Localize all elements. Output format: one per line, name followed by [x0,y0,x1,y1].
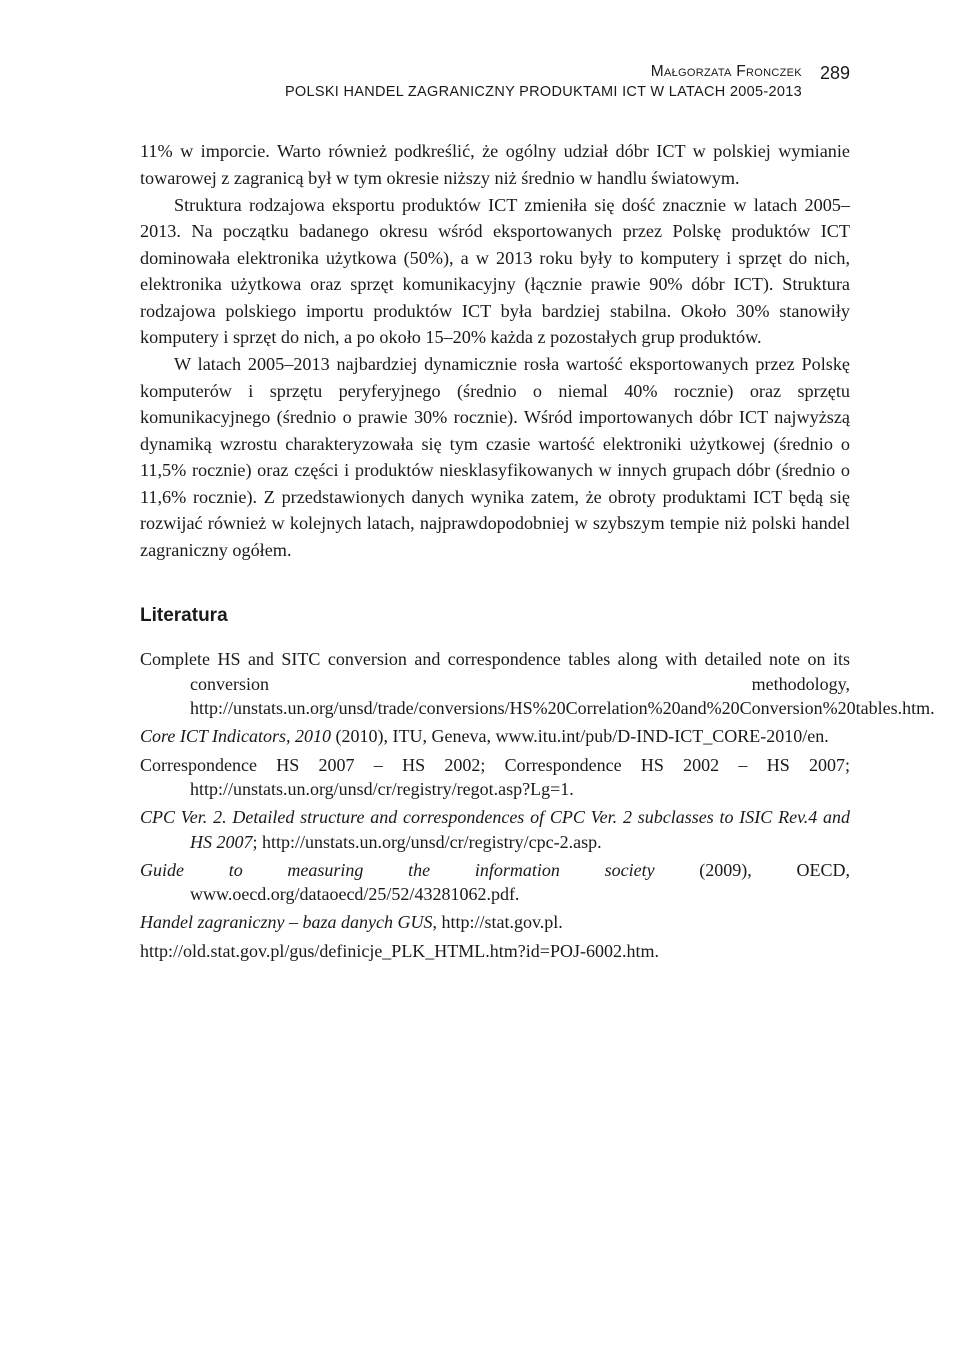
paragraph-1: 11% w imporcie. Warto również podkreślić… [140,138,850,191]
reference-title-italic: Guide to measuring the information socie… [140,860,655,880]
reference-item: Core ICT Indicators, 2010 (2010), ITU, G… [140,724,850,748]
reference-item: Guide to measuring the information socie… [140,858,850,907]
reference-tail: , http://stat.gov.pl. [432,912,562,932]
page: Małgorzata Fronczek Polski handel zagran… [0,0,960,1357]
reference-tail: (2010), ITU, Geneva, www.itu.int/pub/D-I… [331,726,829,746]
running-header-titles: Małgorzata Fronczek Polski handel zagran… [285,62,802,102]
reference-title-italic: Core ICT Indicators, 2010 [140,726,331,746]
page-number: 289 [820,62,850,84]
reference-item: Handel zagraniczny – baza danych GUS, ht… [140,910,850,934]
paragraph-3: W latach 2005–2013 najbardziej dynamiczn… [140,351,850,564]
running-header-author: Małgorzata Fronczek [285,62,802,83]
reference-title-italic: Handel zagraniczny – baza danych GUS [140,912,432,932]
references-block: Complete HS and SITC conversion and corr… [140,647,850,963]
literature-heading: Literatura [140,605,850,627]
paragraph-2: Struktura rodzajowa eksportu produktów I… [140,192,850,351]
body-text: 11% w imporcie. Warto również podkreślić… [140,138,850,563]
reference-tail: ; http://unstats.un.org/unsd/cr/registry… [253,832,602,852]
reference-item: http://old.stat.gov.pl/gus/definicje_PLK… [140,939,850,963]
reference-item: Correspondence HS 2007 – HS 2002; Corres… [140,753,850,802]
reference-item: CPC Ver. 2. Detailed structure and corre… [140,805,850,854]
running-header: Małgorzata Fronczek Polski handel zagran… [140,62,850,102]
running-header-subtitle: Polski handel zagraniczny produktami ICT… [285,83,802,103]
reference-item: Complete HS and SITC conversion and corr… [140,647,850,720]
